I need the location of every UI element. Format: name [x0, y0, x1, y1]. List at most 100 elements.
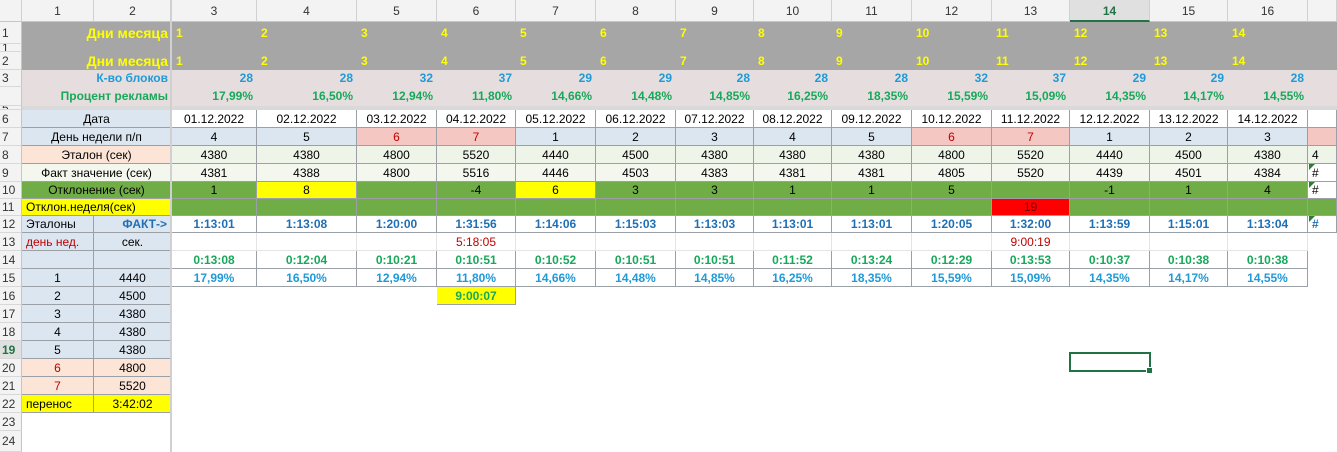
- percent-cell[interactable]: 14,85%: [676, 87, 754, 106]
- weekday-cell[interactable]: 3: [1228, 128, 1308, 146]
- row-header[interactable]: 10: [0, 182, 22, 199]
- active-cell-selection[interactable]: [1069, 352, 1153, 374]
- comment-marker-icon[interactable]: [1309, 182, 1315, 188]
- fact-time-cell[interactable]: 1:15:03: [596, 216, 676, 233]
- day-cell-2[interactable]: 14: [1228, 52, 1308, 70]
- row-header[interactable]: 8: [0, 146, 22, 164]
- row-header[interactable]: 3: [0, 70, 22, 87]
- weekday-cell[interactable]: 2: [596, 128, 676, 146]
- deviation-cell[interactable]: 1: [1150, 182, 1228, 199]
- week-deviation-cell[interactable]: [1070, 199, 1150, 216]
- actual-cell[interactable]: 5516: [437, 164, 516, 182]
- standards-label[interactable]: Эталоны: [22, 216, 94, 233]
- column-header-4[interactable]: 4: [257, 0, 357, 22]
- week-total-cell[interactable]: [676, 233, 754, 251]
- row-header[interactable]: 14: [0, 251, 22, 269]
- column-header-2[interactable]: 2: [94, 0, 172, 22]
- percent-cell[interactable]: 15,09%: [992, 87, 1070, 106]
- week-deviation-cell[interactable]: [676, 199, 754, 216]
- date-cell[interactable]: 01.12.2022: [172, 110, 257, 128]
- percent-cell[interactable]: 14,48%: [596, 87, 676, 106]
- weekday-cell[interactable]: 6: [912, 128, 992, 146]
- ad-time-cell[interactable]: 0:10:38: [1228, 251, 1308, 269]
- fact-time-cell[interactable]: 1:13:04: [1228, 216, 1308, 233]
- fact-time-cell[interactable]: 1:13:08: [257, 216, 357, 233]
- week-total-cell[interactable]: [1070, 233, 1150, 251]
- weekday-cell[interactable]: 1: [1070, 128, 1150, 146]
- column-header-12[interactable]: 12: [912, 0, 992, 22]
- blocks-cell[interactable]: 28: [676, 70, 754, 87]
- standard-cell[interactable]: 4800: [912, 146, 992, 164]
- ad-time-cell[interactable]: 0:10:51: [676, 251, 754, 269]
- day-cell[interactable]: 1: [172, 22, 257, 44]
- days-label-2[interactable]: Дни месяца: [22, 52, 172, 70]
- standard-cell[interactable]: 4500: [596, 146, 676, 164]
- deviation-cell[interactable]: 3: [676, 182, 754, 199]
- standard-cell[interactable]: 4380: [1228, 146, 1308, 164]
- weekday-cell[interactable]: 1: [516, 128, 596, 146]
- day-cell-2[interactable]: 4: [437, 52, 516, 70]
- week-deviation-cell[interactable]: 19: [992, 199, 1070, 216]
- standard-sec-cell[interactable]: 4380: [94, 341, 172, 359]
- blocks-cell[interactable]: 29: [1150, 70, 1228, 87]
- row-header[interactable]: 12: [0, 216, 22, 233]
- row-header[interactable]: 1: [0, 44, 22, 52]
- deviation-cell[interactable]: [357, 182, 437, 199]
- highlight-total-cell[interactable]: 9:00:07: [437, 287, 516, 305]
- ad-time-cell[interactable]: 0:10:52: [516, 251, 596, 269]
- column-header-13[interactable]: 13: [992, 0, 1070, 22]
- ad-percent-cell[interactable]: 14,17%: [1150, 269, 1228, 287]
- standard-cell[interactable]: 4380: [257, 146, 357, 164]
- day-cell[interactable]: 4: [437, 22, 516, 44]
- row-header[interactable]: 20: [0, 359, 22, 377]
- week-deviation-cell[interactable]: [912, 199, 992, 216]
- date-cell[interactable]: 11.12.2022: [992, 110, 1070, 128]
- ad-percent-cell[interactable]: 14,55%: [1228, 269, 1308, 287]
- day-cell[interactable]: 7: [676, 22, 754, 44]
- day-cell-2[interactable]: 2: [257, 52, 357, 70]
- blocks-cell[interactable]: 32: [912, 70, 992, 87]
- column-header-5[interactable]: 5: [357, 0, 437, 22]
- column-header-14[interactable]: 14: [1070, 0, 1150, 22]
- ad-percent-cell[interactable]: 17,99%: [172, 269, 257, 287]
- date-cell[interactable]: 14.12.2022: [1228, 110, 1308, 128]
- week-deviation-cell[interactable]: [754, 199, 832, 216]
- deviation-cell[interactable]: -1: [1070, 182, 1150, 199]
- percent-cell[interactable]: 11,80%: [437, 87, 516, 106]
- ad-percent-cell[interactable]: 14,85%: [676, 269, 754, 287]
- blocks-cell[interactable]: 32: [357, 70, 437, 87]
- day-cell[interactable]: 6: [596, 22, 676, 44]
- row-header[interactable]: 19: [0, 341, 22, 359]
- percent-cell[interactable]: 12,94%: [357, 87, 437, 106]
- ad-percent-cell[interactable]: 18,35%: [832, 269, 912, 287]
- actual-cell[interactable]: 4503: [596, 164, 676, 182]
- day-cell[interactable]: 10: [912, 22, 992, 44]
- standard-sec-cell[interactable]: 4380: [94, 305, 172, 323]
- week-deviation-label[interactable]: Отклон.неделя(сек): [22, 199, 172, 216]
- deviation-cell[interactable]: 8: [257, 182, 357, 199]
- standard-cell[interactable]: 5520: [437, 146, 516, 164]
- week-total-cell[interactable]: [1228, 233, 1308, 251]
- row-header[interactable]: 21: [0, 377, 22, 395]
- fact-time-cell[interactable]: 1:20:05: [912, 216, 992, 233]
- week-total-cell[interactable]: [754, 233, 832, 251]
- actual-cell[interactable]: 4805: [912, 164, 992, 182]
- fact-time-cell[interactable]: 1:32:00: [992, 216, 1070, 233]
- fact-time-cell[interactable]: 1:31:56: [437, 216, 516, 233]
- blocks-label[interactable]: К-во блоков: [22, 70, 172, 87]
- ad-percent-cell[interactable]: 14,66%: [516, 269, 596, 287]
- week-total-cell[interactable]: [172, 233, 257, 251]
- standard-cell[interactable]: 4500: [1150, 146, 1228, 164]
- week-total-cell[interactable]: 9:00:19: [992, 233, 1070, 251]
- day-cell-2[interactable]: 5: [516, 52, 596, 70]
- actual-cell[interactable]: 4384: [1228, 164, 1308, 182]
- deviation-cell[interactable]: 4: [1228, 182, 1308, 199]
- ad-time-cell[interactable]: 0:13:08: [172, 251, 257, 269]
- week-total-cell[interactable]: [596, 233, 676, 251]
- percent-cell[interactable]: 15,59%: [912, 87, 992, 106]
- deviation-label[interactable]: Отклонение (сек): [22, 182, 172, 199]
- blocks-cell[interactable]: 37: [437, 70, 516, 87]
- actual-cell[interactable]: 4381: [172, 164, 257, 182]
- date-cell[interactable]: 12.12.2022: [1070, 110, 1150, 128]
- day-cell-partial-2[interactable]: [1308, 52, 1337, 70]
